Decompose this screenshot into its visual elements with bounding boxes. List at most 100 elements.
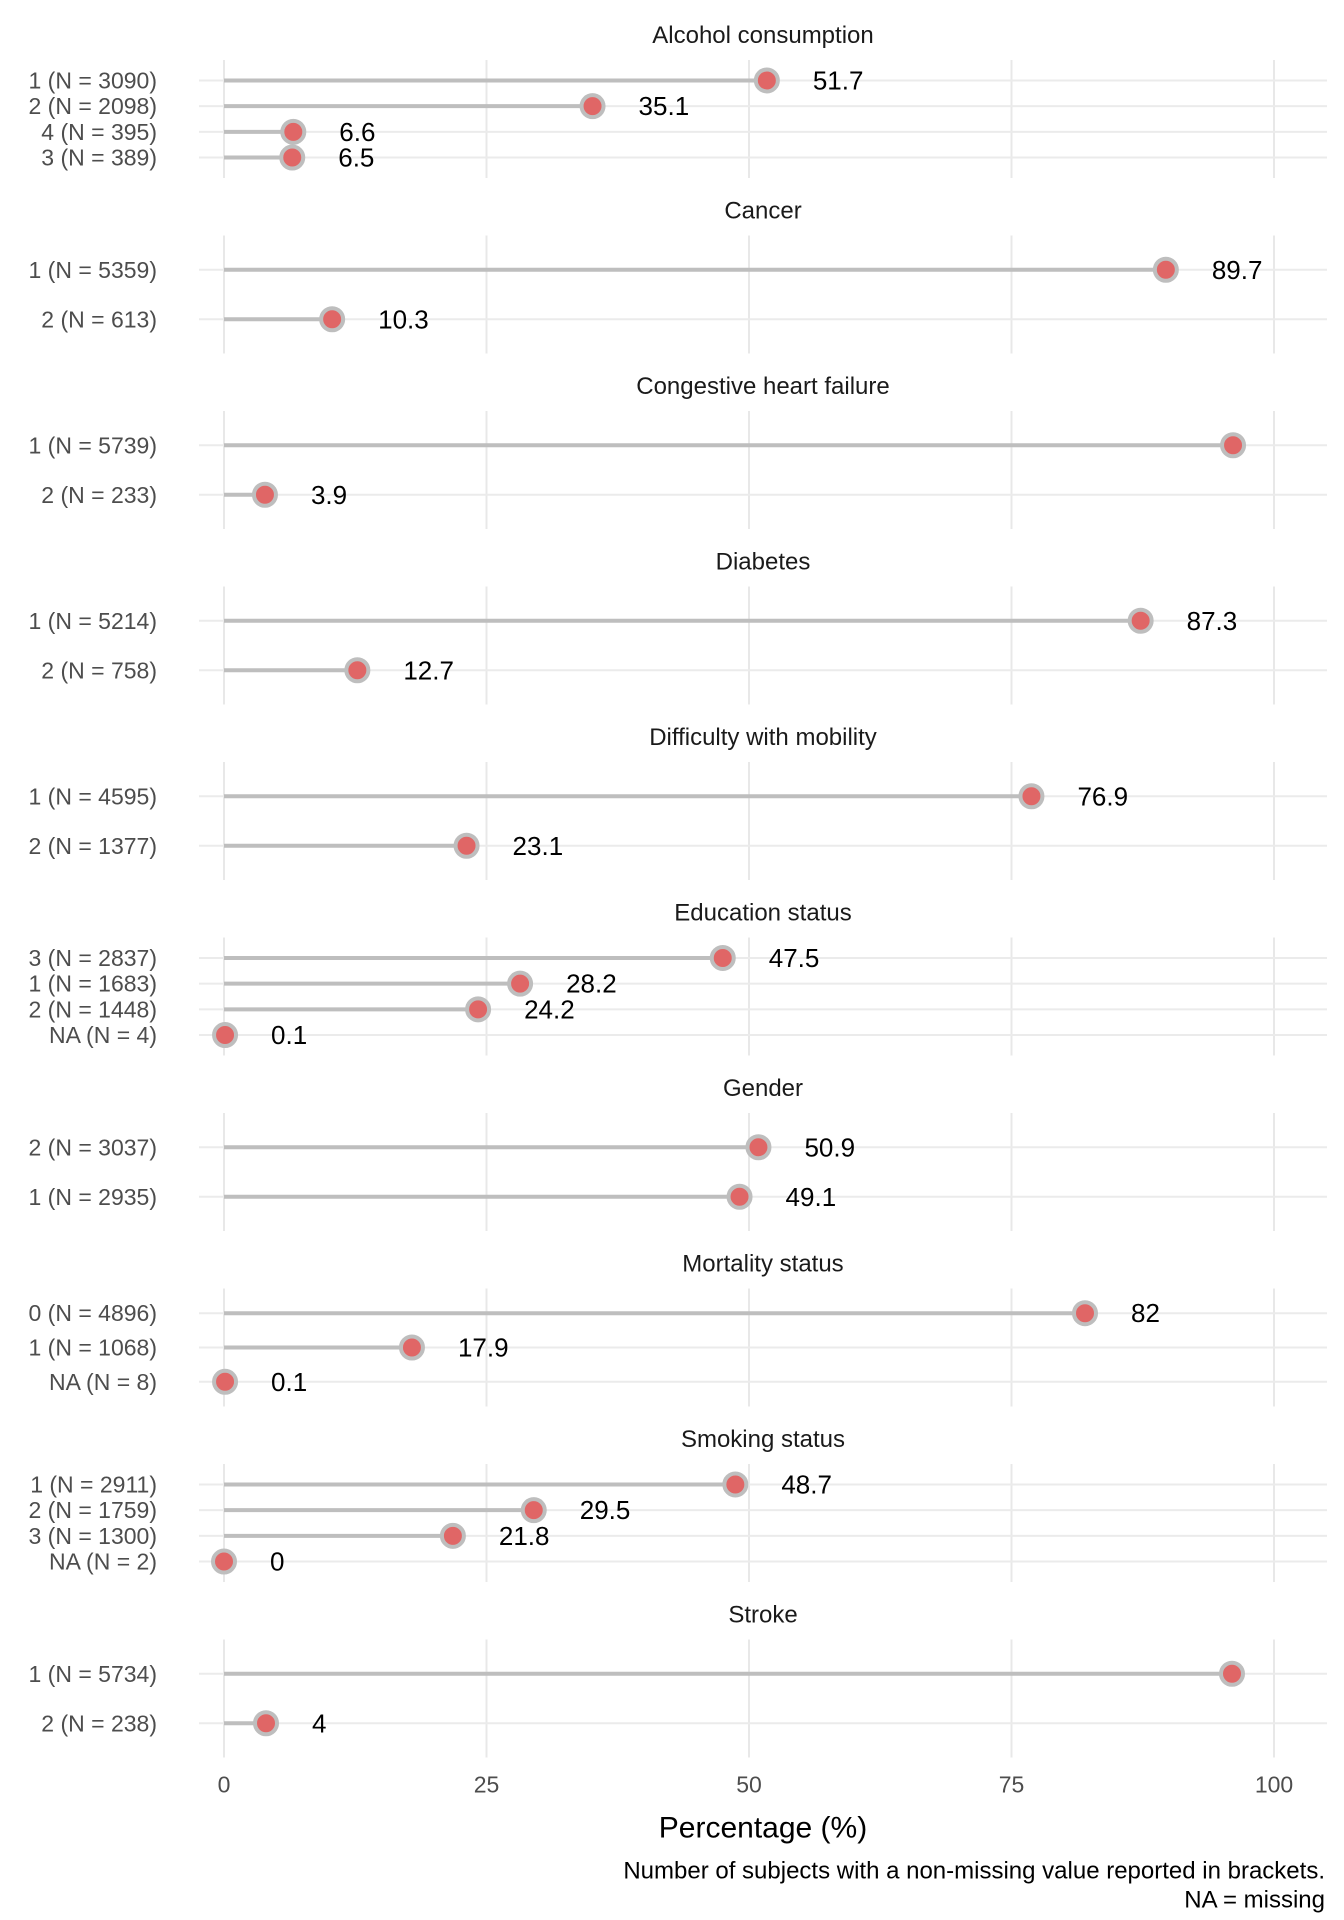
category-label: 3 (N = 389) [41, 145, 157, 171]
value-label: 23.1 [513, 831, 564, 861]
lollipop-point [439, 1522, 466, 1549]
lollipop-point [465, 996, 492, 1023]
category-label: 2 (N = 238) [41, 1710, 157, 1736]
x-tick-label: 75 [999, 1772, 1025, 1798]
x-axis-title: Percentage (%) [659, 1812, 867, 1845]
lollipop-point [251, 481, 278, 508]
category-label: 1 (N = 2911) [30, 1471, 157, 1497]
value-label: 89.7 [1212, 255, 1263, 285]
caption-line: NA = missing [1184, 1887, 1325, 1914]
category-label: 3 (N = 1300) [29, 1523, 158, 1549]
facet-title: Alcohol consumption [652, 22, 873, 49]
value-label: 29.5 [580, 1495, 631, 1525]
lollipop-point [709, 944, 736, 971]
facet-title: Congestive heart failure [636, 373, 889, 400]
facet-panel: Education status 3 (N = 2837) 47.5 1 (N = 1… [29, 900, 1327, 1056]
value-label: 76.9 [1077, 781, 1128, 811]
value-label: 17.9 [458, 1333, 509, 1363]
lollipop-point [1219, 1660, 1245, 1687]
category-label: 1 (N = 5739) [29, 432, 158, 458]
value-label: 0.1 [271, 1367, 307, 1397]
value-label: 24.2 [524, 994, 575, 1024]
lollipop-point [507, 970, 534, 997]
category-label: 1 (N = 5359) [29, 257, 158, 283]
facet-panel: Smoking status 1 (N = 2911) 48.7 2 (N = 175… [29, 1426, 1327, 1582]
category-label: 4 (N = 395) [41, 119, 157, 145]
facet-panel: Gender 2 (N = 3037) 50.9 1 (N = 2935) 49.1 [29, 1075, 1327, 1231]
value-label: 35.1 [639, 91, 690, 121]
lollipop-point [211, 1548, 237, 1575]
facet-panel: Mortality status 0 (N = 4896) 82 1 (N = 106… [29, 1251, 1327, 1407]
facet-title: Smoking status [681, 1426, 845, 1453]
facet-panel: Stroke 1 (N = 5734) 2 (N = 238) 4 [29, 1602, 1327, 1758]
category-label: 3 (N = 2837) [29, 945, 158, 971]
value-label: 51.7 [813, 65, 864, 95]
facet-title: Cancer [724, 198, 801, 225]
value-label: 12.7 [403, 655, 454, 685]
category-label: 2 (N = 1448) [29, 996, 158, 1022]
facet-title: Mortality status [682, 1251, 843, 1278]
value-label: 87.3 [1187, 606, 1238, 636]
category-label: 2 (N = 1759) [29, 1497, 158, 1523]
facet-title: Education status [674, 900, 851, 927]
facet-panel: Difficulty with mobility 1 (N = 4595) 76.9… [29, 724, 1327, 880]
category-label: 1 (N = 5734) [29, 1661, 158, 1687]
category-label: 1 (N = 1068) [29, 1335, 158, 1361]
lollipop-point [398, 1334, 425, 1361]
lollipop-point [212, 1368, 239, 1395]
category-label: 2 (N = 2098) [29, 93, 158, 119]
value-label: 48.7 [781, 1469, 832, 1499]
category-label: 1 (N = 3090) [29, 67, 158, 93]
lollipop-point [344, 657, 371, 684]
lollipop-point [279, 144, 306, 171]
caption-line: Number of subjects with a non-missing va… [623, 1858, 1325, 1885]
category-label: NA (N = 8) [49, 1369, 157, 1395]
category-label: 2 (N = 1377) [29, 833, 158, 859]
x-tick-label: 100 [1255, 1772, 1293, 1798]
facet-title: Diabetes [716, 549, 811, 576]
value-label: 10.3 [378, 304, 429, 334]
lollipop-point [319, 306, 346, 333]
lollipop-point [1072, 1300, 1098, 1327]
lollipop-point [520, 1497, 547, 1524]
value-label: 82 [1131, 1298, 1160, 1328]
category-label: 1 (N = 1683) [29, 971, 158, 997]
lollipop-point [726, 1183, 753, 1210]
value-label: 0.1 [271, 1020, 307, 1050]
lollipop-point [280, 118, 307, 145]
x-tick-label: 0 [218, 1772, 231, 1798]
lollipop-point [1220, 432, 1247, 459]
category-label: 2 (N = 758) [41, 657, 157, 683]
lollipop-point [212, 1022, 239, 1049]
category-label: 2 (N = 233) [41, 482, 157, 508]
x-tick-label: 25 [474, 1772, 500, 1798]
facet-panel: Alcohol consumption 1 (N = 3090) 51.7 2 (N … [29, 22, 1327, 178]
lollipop-point [453, 832, 480, 859]
facet-panel: Diabetes 1 (N = 5214) 87.3 2 (N = 758) 12.7 [29, 549, 1327, 705]
lollipop-point [1018, 783, 1045, 810]
value-label: 3.9 [311, 480, 347, 510]
category-label: NA (N = 2) [49, 1549, 157, 1575]
value-label: 6.6 [339, 117, 375, 147]
category-label: 1 (N = 4595) [29, 783, 158, 809]
value-label: 21.8 [499, 1521, 550, 1551]
facet-title: Stroke [728, 1602, 797, 1629]
lollipop-point [253, 1710, 279, 1737]
category-label: 0 (N = 4896) [29, 1300, 158, 1326]
value-label: 6.5 [338, 143, 374, 173]
facet-title: Gender [723, 1075, 803, 1102]
value-label: 47.5 [769, 943, 820, 973]
lollipop-point [722, 1471, 749, 1498]
lollipop-point [1152, 256, 1179, 283]
value-label: 0 [270, 1547, 284, 1577]
lollipop-point [1127, 607, 1154, 634]
value-label: 49.1 [786, 1182, 837, 1212]
x-tick-label: 50 [736, 1772, 762, 1798]
value-label: 50.9 [804, 1132, 855, 1162]
category-label: 1 (N = 2935) [29, 1184, 158, 1210]
facet-title: Difficulty with mobility [649, 724, 877, 751]
value-label: 4 [312, 1708, 326, 1738]
value-label: 28.2 [566, 969, 617, 999]
lollipop-point [745, 1134, 772, 1161]
